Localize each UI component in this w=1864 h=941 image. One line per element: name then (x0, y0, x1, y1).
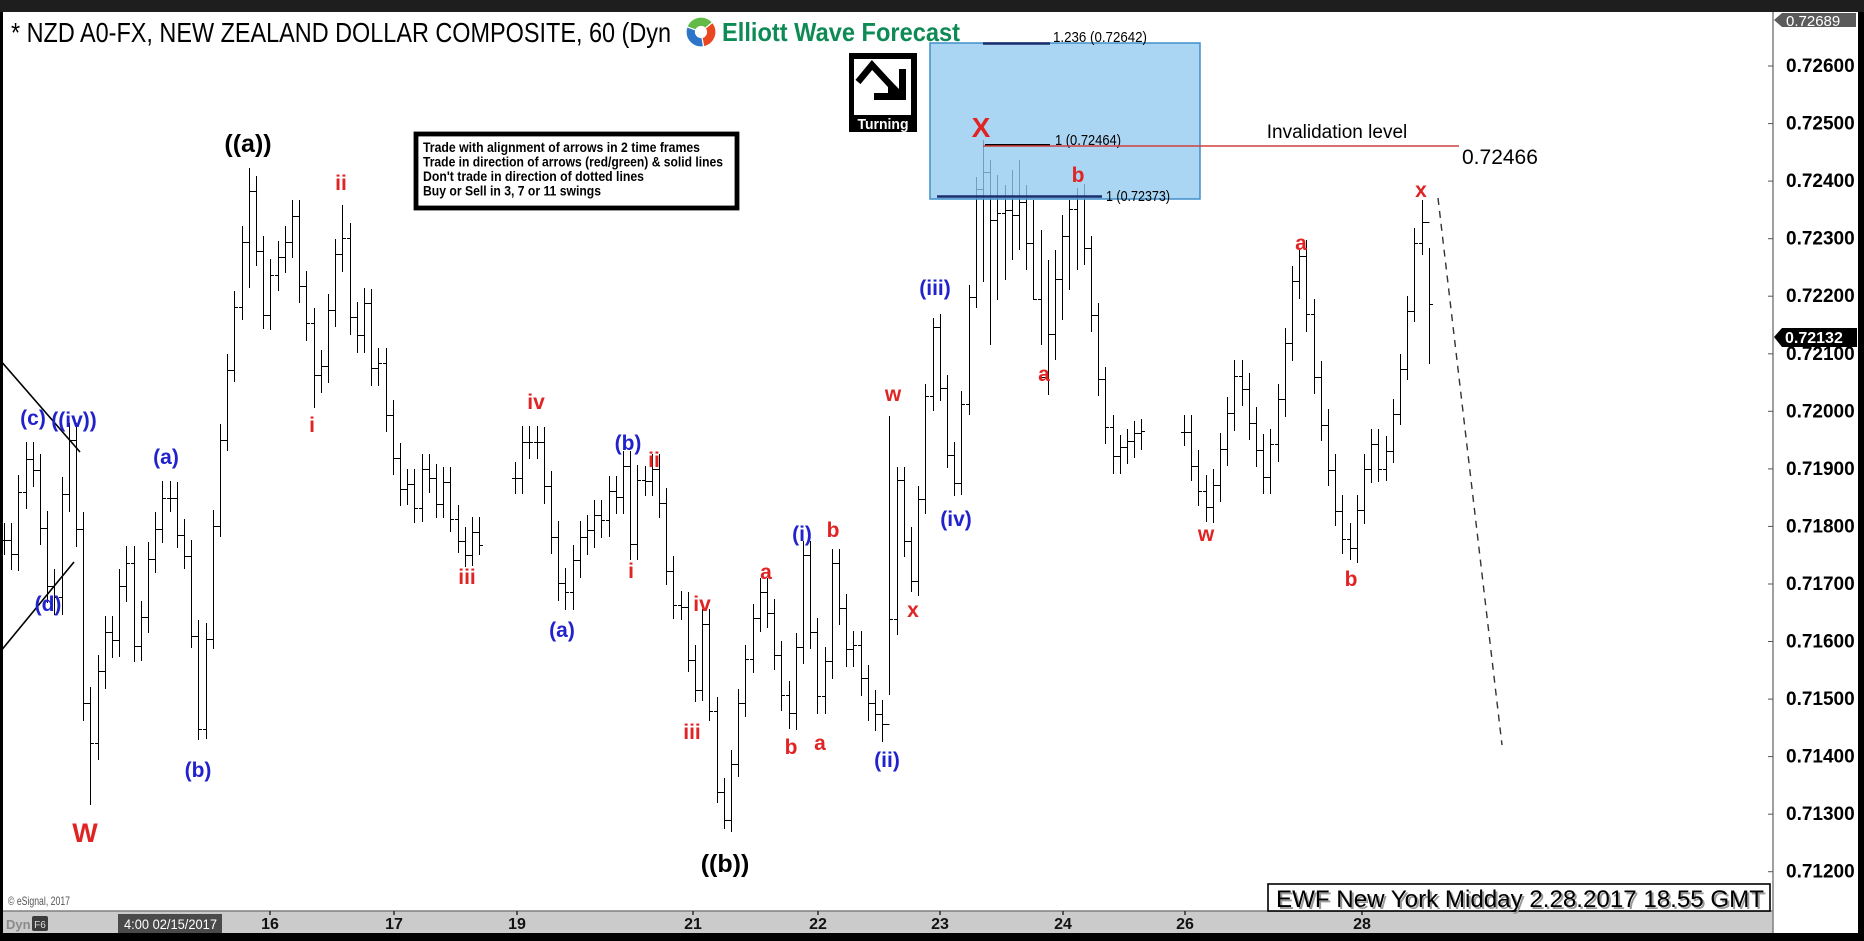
svg-text:a: a (814, 732, 826, 755)
svg-text:Dyn: Dyn (6, 917, 31, 932)
svg-text:(iv): (iv) (940, 508, 972, 531)
svg-text:((iv)): ((iv)) (51, 409, 97, 432)
svg-text:0.71900: 0.71900 (1786, 459, 1855, 480)
svg-text:17: 17 (385, 916, 403, 933)
svg-text:(a): (a) (549, 619, 575, 642)
svg-text:0.71700: 0.71700 (1786, 574, 1855, 595)
svg-text:a: a (760, 561, 772, 584)
svg-text:0.71200: 0.71200 (1786, 862, 1855, 883)
svg-text:16: 16 (261, 916, 279, 933)
svg-text:Buy or Sell in 3, 7 or 11 swin: Buy or Sell in 3, 7 or 11 swings (423, 184, 601, 199)
svg-text:X: X (972, 112, 991, 143)
svg-text:(a): (a) (153, 446, 179, 469)
svg-text:Turning: Turning (858, 116, 909, 133)
svg-text:x: x (1415, 179, 1427, 202)
svg-text:0.71400: 0.71400 (1786, 747, 1855, 768)
svg-text:0.72466: 0.72466 (1462, 146, 1538, 169)
svg-text:0.72000: 0.72000 (1786, 401, 1855, 422)
svg-text:EWF New York Midday 2.28.2017: EWF New York Midday 2.28.2017 18.55 GMT (1276, 886, 1764, 913)
svg-text:iv: iv (693, 593, 711, 616)
svg-text:0.72300: 0.72300 (1786, 229, 1855, 250)
svg-text:Trade in direction of arrows (: Trade in direction of arrows (red/green)… (423, 155, 723, 170)
svg-text:EWF New York Midday 2.28.2017: EWF New York Midday 2.28.2017 18.55 GMT (1278, 888, 1766, 915)
svg-text:(b): (b) (615, 432, 642, 455)
svg-text:((b)): ((b)) (701, 850, 750, 878)
svg-text:0.72689: 0.72689 (1786, 13, 1840, 30)
svg-text:ii: ii (335, 172, 347, 195)
svg-text:1 (0.72373): 1 (0.72373) (1106, 188, 1170, 205)
svg-text:iii: iii (683, 721, 701, 744)
svg-text:i: i (628, 560, 634, 583)
svg-text:(i): (i) (792, 523, 812, 546)
svg-text:(ii): (ii) (874, 749, 900, 772)
svg-text:© eSignal, 2017: © eSignal, 2017 (8, 894, 70, 908)
svg-text:x: x (907, 599, 919, 622)
svg-text:w: w (884, 383, 902, 406)
svg-text:0.72600: 0.72600 (1786, 56, 1855, 77)
svg-text:F6: F6 (34, 920, 46, 931)
svg-text:(iii): (iii) (919, 277, 951, 300)
svg-text:(d): (d) (35, 593, 62, 616)
svg-text:* NZD A0-FX, NEW ZEALAND DOLLA: * NZD A0-FX, NEW ZEALAND DOLLAR COMPOSIT… (11, 17, 671, 48)
svg-text:iii: iii (458, 566, 476, 589)
svg-text:Trade with alignment of arrows: Trade with alignment of arrows in 2 time… (423, 140, 700, 155)
svg-text:b: b (785, 736, 798, 759)
svg-text:ii: ii (648, 449, 660, 472)
svg-text:1.236 (0.72642): 1.236 (0.72642) (1053, 29, 1147, 46)
svg-text:0.71500: 0.71500 (1786, 689, 1855, 710)
svg-text:23: 23 (931, 916, 949, 933)
svg-text:i: i (309, 414, 315, 437)
svg-text:4:00 02/15/2017: 4:00 02/15/2017 (124, 916, 217, 932)
svg-text:0.71800: 0.71800 (1786, 516, 1855, 537)
svg-text:1 (0.72464): 1 (0.72464) (1055, 132, 1121, 149)
svg-text:b: b (827, 519, 840, 542)
svg-text:0.72400: 0.72400 (1786, 171, 1855, 192)
svg-text:iv: iv (527, 391, 545, 414)
svg-text:21: 21 (684, 916, 702, 933)
svg-text:0.72200: 0.72200 (1786, 286, 1855, 307)
svg-text:22: 22 (809, 916, 827, 933)
svg-text:0.71600: 0.71600 (1786, 632, 1855, 653)
svg-text:19: 19 (508, 916, 526, 933)
svg-text:(b): (b) (185, 759, 212, 782)
svg-text:0.72500: 0.72500 (1786, 114, 1855, 135)
svg-text:w: w (1197, 523, 1215, 546)
svg-text:b: b (1072, 164, 1085, 187)
svg-text:((a)): ((a)) (224, 130, 271, 158)
svg-text:26: 26 (1176, 916, 1194, 933)
svg-text:0.72100: 0.72100 (1786, 344, 1855, 365)
svg-text:b: b (1345, 568, 1358, 591)
svg-text:(c): (c) (20, 407, 46, 430)
svg-text:a: a (1295, 232, 1307, 255)
svg-text:0.72132: 0.72132 (1785, 330, 1843, 347)
svg-text:Invalidation level: Invalidation level (1267, 122, 1407, 143)
svg-text:0.71300: 0.71300 (1786, 804, 1855, 825)
svg-text:Elliott Wave Forecast: Elliott Wave Forecast (722, 17, 960, 47)
svg-text:Don't trade in direction of do: Don't trade in direction of dotted lines (423, 169, 644, 184)
svg-text:a: a (1038, 363, 1050, 386)
svg-text:W: W (72, 818, 98, 848)
svg-text:28: 28 (1353, 916, 1371, 933)
svg-text:24: 24 (1054, 916, 1072, 933)
